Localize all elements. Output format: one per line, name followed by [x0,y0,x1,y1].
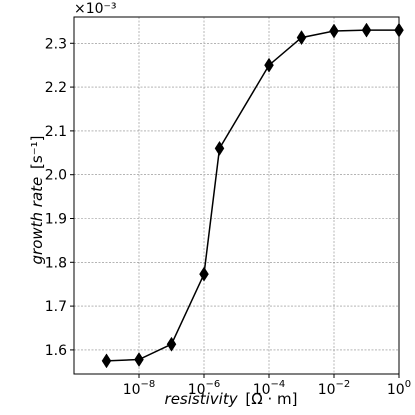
x-tick-exponent: −2 [336,379,351,390]
y-tick-label: 2.2 [45,80,67,96]
y-axis-label-unit: [s⁻¹] [28,136,46,169]
data-point-marker [214,140,225,156]
data-point-marker [296,30,307,46]
x-tick-exponent: 0 [405,379,411,390]
x-tick-base: 10 [253,382,271,398]
x-tick-base: 10 [318,382,336,398]
x-tick-base: 10 [123,382,141,398]
data-point-marker [329,23,339,39]
y-offset-label: ×10⁻³ [74,1,117,17]
data-point-marker [394,22,404,38]
plot-frame [73,16,400,375]
data-series [101,22,404,369]
x-tick-label: 10−2 [318,379,351,398]
x-tick-label: 100 [387,379,411,398]
x-tick-base: 10 [387,382,405,398]
x-axis-label-main: resistivity [165,390,239,408]
y-tick-label: 1.6 [45,343,67,359]
grid-lines [74,17,400,374]
x-tick-exponent: −6 [206,379,221,390]
x-tick-exponent: −8 [141,379,156,390]
y-tick-label: 2.0 [45,168,67,184]
x-tick-label: 10−8 [123,379,156,398]
axes [70,16,400,378]
x-tick-exponent: −4 [271,379,286,390]
x-axis-label: resistivity [Ω · m] [165,390,298,408]
x-tick-label: 10−6 [188,379,221,398]
y-tick-label: 1.8 [45,255,67,271]
y-tick-label: 2.1 [45,124,67,140]
data-point-marker [199,266,209,282]
y-axis-label: growth rate [s⁻¹] [28,136,46,265]
x-tick-label: 10−4 [253,379,286,398]
x-tick-base: 10 [188,382,206,398]
data-point-marker [101,353,112,369]
y-tick-label: 1.7 [45,299,67,315]
series-line [106,29,399,362]
data-point-marker [361,22,372,38]
data-point-marker [264,57,274,73]
y-axis-label-main: growth rate [28,177,46,265]
y-tick-label: 1.9 [45,211,67,227]
data-point-marker [134,352,144,368]
data-point-marker [166,336,177,352]
y-tick-label: 2.3 [45,36,67,52]
x-axis-label-unit: [Ω · m] [245,390,297,408]
tick-labels: 10−8 10−6 10−4 10−2 1001.61.71.81.92.02.12.2… [45,36,411,398]
